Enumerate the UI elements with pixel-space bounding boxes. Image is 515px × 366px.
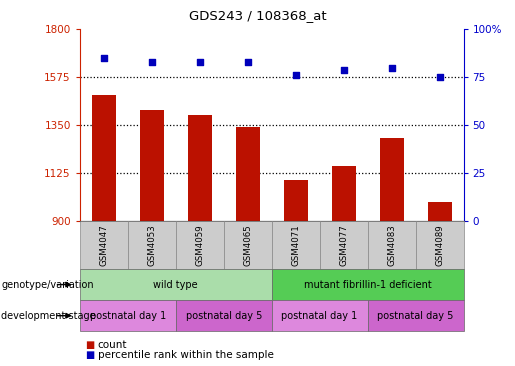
Text: GSM4047: GSM4047 xyxy=(99,224,108,266)
Text: mutant fibrillin-1 deficient: mutant fibrillin-1 deficient xyxy=(304,280,432,290)
Bar xyxy=(176,221,224,269)
Text: ■: ■ xyxy=(85,340,94,350)
Text: development stage: development stage xyxy=(1,311,96,321)
Text: GSM4065: GSM4065 xyxy=(243,224,252,266)
Bar xyxy=(92,96,116,366)
Bar xyxy=(140,111,164,366)
Bar xyxy=(80,269,272,300)
Text: postnatal day 5: postnatal day 5 xyxy=(185,311,262,321)
Point xyxy=(387,65,396,71)
Bar xyxy=(272,300,368,331)
Text: percentile rank within the sample: percentile rank within the sample xyxy=(98,350,274,360)
Bar xyxy=(416,221,464,269)
Bar xyxy=(320,221,368,269)
Bar xyxy=(368,221,416,269)
Bar xyxy=(380,138,404,366)
Bar xyxy=(236,127,260,366)
Point xyxy=(435,74,443,80)
Bar xyxy=(188,115,212,366)
Bar xyxy=(272,221,320,269)
Text: GSM4071: GSM4071 xyxy=(291,224,300,266)
Text: postnatal day 1: postnatal day 1 xyxy=(282,311,358,321)
Bar xyxy=(176,300,272,331)
Text: GSM4059: GSM4059 xyxy=(195,224,204,266)
Text: GSM4077: GSM4077 xyxy=(339,224,348,266)
Text: count: count xyxy=(98,340,127,350)
Point xyxy=(339,67,348,72)
Text: wild type: wild type xyxy=(153,280,198,290)
Text: GSM4053: GSM4053 xyxy=(147,224,156,266)
Text: GDS243 / 108368_at: GDS243 / 108368_at xyxy=(188,9,327,22)
Text: postnatal day 5: postnatal day 5 xyxy=(377,311,454,321)
Text: GSM4083: GSM4083 xyxy=(387,224,396,266)
Text: GSM4089: GSM4089 xyxy=(435,224,444,266)
Bar xyxy=(427,202,452,366)
Point xyxy=(291,72,300,78)
Bar xyxy=(80,300,176,331)
Point xyxy=(148,59,156,65)
Point xyxy=(100,55,108,61)
Bar xyxy=(224,221,272,269)
Bar xyxy=(284,180,307,366)
Bar xyxy=(80,221,128,269)
Point xyxy=(244,59,252,65)
Bar xyxy=(368,300,464,331)
Text: ■: ■ xyxy=(85,350,94,360)
Text: postnatal day 1: postnatal day 1 xyxy=(90,311,166,321)
Bar xyxy=(332,166,355,366)
Point xyxy=(196,59,204,65)
Text: genotype/variation: genotype/variation xyxy=(1,280,94,290)
Bar xyxy=(272,269,464,300)
Bar xyxy=(128,221,176,269)
